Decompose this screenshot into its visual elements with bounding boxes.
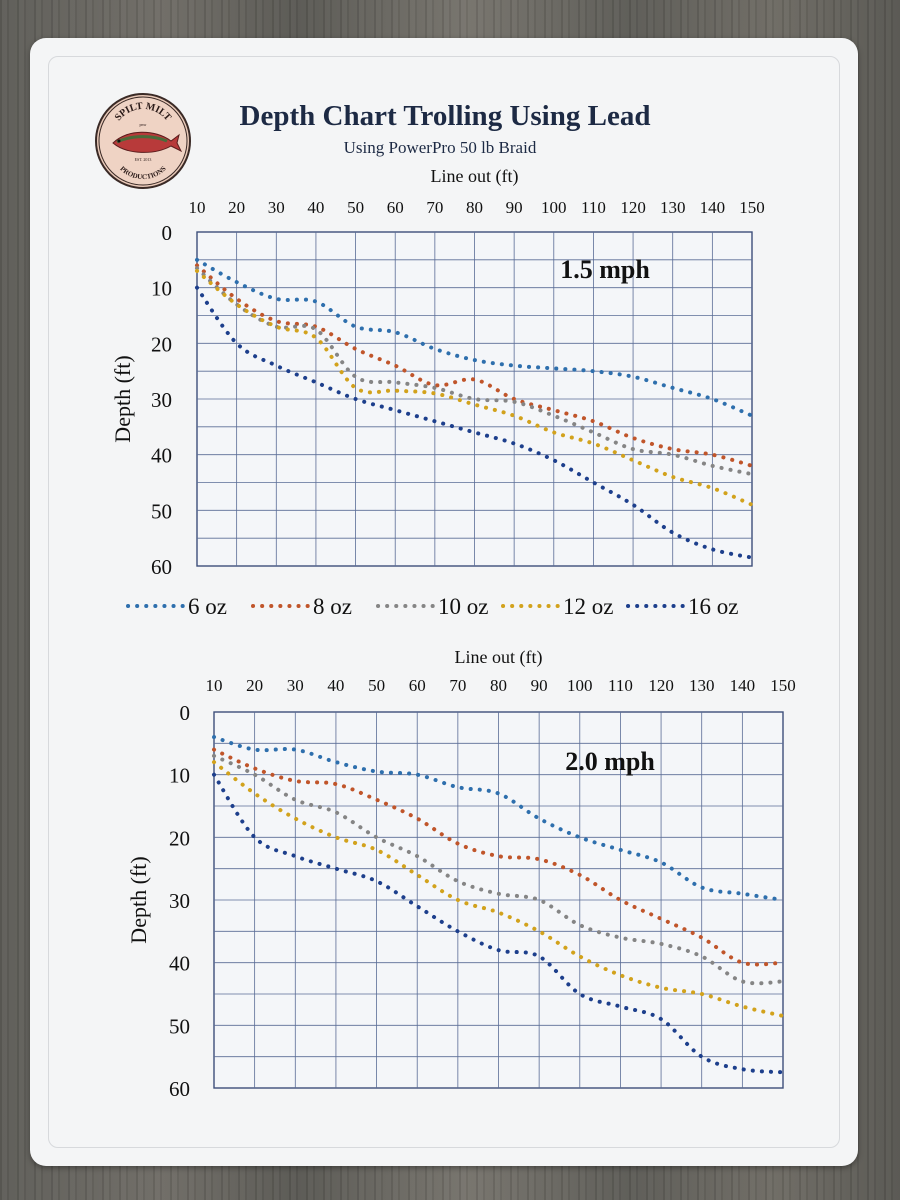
x-tick-label: 130 [689, 676, 715, 695]
x-tick-label: 140 [700, 198, 726, 217]
card-border [48, 56, 840, 1148]
x-tick-label: 110 [581, 198, 606, 217]
series-line-6oz [195, 257, 754, 418]
chart-main-title: Depth Chart Trolling Using Lead [239, 100, 651, 132]
legend: 6 oz 8 oz 10 oz 12 oz 16 oz [126, 594, 738, 619]
x-tick-label: 130 [660, 198, 686, 217]
x-tick-label: 80 [490, 676, 507, 695]
series-line-8oz [195, 263, 754, 468]
x-tick-label: 20 [246, 676, 263, 695]
chart-subtitle: Using PowerPro 50 lb Braid [343, 138, 537, 157]
x-axis-label: Line out (ft) [431, 166, 519, 187]
x-tick-label: 40 [307, 198, 324, 217]
chart-speed-label: 2.0 mph [565, 747, 655, 776]
series-line-8oz [212, 747, 785, 967]
chart-2: 10 20 30 40 50 60 70 80 90 100 110 120 130 140 150 0 10 2… [126, 647, 796, 1101]
x-tick-label: 30 [287, 676, 304, 695]
series-line-10oz [195, 266, 754, 477]
x-axis-label: Line out (ft) [455, 647, 543, 668]
spilt-milt-logo: SPILT MILT PRODUCTIONS pnw EST. 2013 [95, 93, 191, 189]
series-line-10oz [212, 753, 785, 986]
salmon-logo-icon: SPILT MILT PRODUCTIONS pnw EST. 2013 [98, 96, 188, 186]
x-tick-label: 120 [620, 198, 646, 217]
x-tick-label: 70 [426, 198, 443, 217]
chart-speed-label: 1.5 mph [560, 255, 650, 284]
x-tick-label: 60 [409, 676, 426, 695]
y-tick-label: 50 [151, 499, 172, 523]
logo-small-top: pnw [140, 122, 147, 127]
x-tick-label: 50 [368, 676, 385, 695]
x-tick-label: 150 [770, 676, 796, 695]
x-tick-label: 10 [206, 676, 223, 695]
y-tick-label: 40 [151, 444, 172, 468]
logo-small-bottom: EST. 2013 [135, 157, 152, 162]
legend-label: 8 oz [313, 594, 352, 619]
x-tick-label: 40 [327, 676, 344, 695]
y-tick-label: 60 [169, 1077, 190, 1101]
legend-label: 12 oz [563, 594, 613, 619]
legend-label: 6 oz [188, 594, 227, 619]
y-tick-label: 0 [162, 221, 173, 245]
y-tick-label: 40 [169, 952, 190, 976]
x-tick-label: 100 [541, 198, 567, 217]
y-tick-label: 30 [151, 388, 172, 412]
x-tick-label: 60 [387, 198, 404, 217]
y-tick-label: 50 [169, 1014, 190, 1038]
y-axis-label: Depth (ft) [126, 856, 151, 943]
y-tick-label: 30 [169, 889, 190, 913]
series-line-12oz [195, 268, 754, 507]
y-tick-label: 20 [169, 826, 190, 850]
x-tick-label: 90 [531, 676, 548, 695]
x-tick-label: 110 [608, 676, 633, 695]
x-tick-label: 70 [449, 676, 466, 695]
series-line-6oz [212, 735, 785, 902]
y-axis-label: Depth (ft) [110, 355, 135, 442]
x-tick-label: 150 [739, 198, 765, 217]
x-tick-label: 20 [228, 198, 245, 217]
chart-1: 10 20 30 40 50 60 70 80 90 100 110 120 130 140 150 0 10 2… [110, 166, 765, 619]
x-tick-label: 140 [730, 676, 756, 695]
x-tick-label: 80 [466, 198, 483, 217]
x-tick-label: 120 [648, 676, 674, 695]
x-tick-label: 90 [506, 198, 523, 217]
y-tick-label: 0 [180, 701, 191, 725]
y-tick-label: 10 [169, 764, 190, 788]
y-tick-label: 10 [151, 277, 172, 301]
legend-label: 16 oz [688, 594, 738, 619]
legend-label: 10 oz [438, 594, 488, 619]
series-line-16oz [212, 772, 785, 1075]
y-tick-label: 20 [151, 332, 172, 356]
x-tick-label: 10 [189, 198, 206, 217]
y-tick-label: 60 [151, 555, 172, 579]
x-tick-label: 50 [347, 198, 364, 217]
x-tick-label: 100 [567, 676, 593, 695]
x-tick-label: 30 [268, 198, 285, 217]
